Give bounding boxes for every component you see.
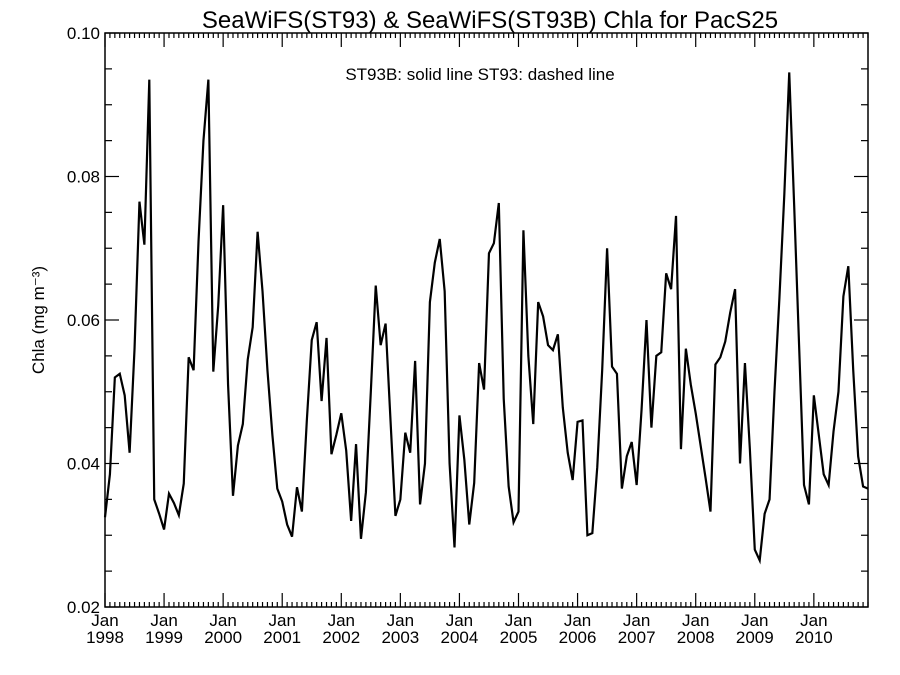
x-tick-label-year: 2004 (441, 628, 479, 647)
chart-title: SeaWiFS(ST93) & SeaWiFS(ST93B) Chla for … (202, 7, 778, 34)
x-tick-label-month: Jan (800, 611, 827, 630)
x-tick-label-month: Jan (150, 611, 177, 630)
x-tick-label-year: 1999 (145, 628, 183, 647)
axes: 0.020.040.060.080.10Jan1998Jan1999Jan200… (67, 24, 869, 647)
series-line-st93b (103, 72, 869, 565)
x-tick-label-month: Jan (564, 611, 591, 630)
x-tick-label-month: Jan (269, 611, 296, 630)
x-tick-label-year: 2006 (559, 628, 597, 647)
x-tick-label-year: 2009 (736, 628, 774, 647)
x-tick-label-year: 2010 (795, 628, 833, 647)
y-tick-label: 0.06 (67, 311, 100, 330)
x-tick-label-month: Jan (623, 611, 650, 630)
x-tick-label-year: 2005 (500, 628, 538, 647)
x-tick-label-month: Jan (446, 611, 473, 630)
line-style-annotation: ST93B: solid line ST93: dashed line (345, 65, 614, 84)
x-tick-label-year: 2000 (204, 628, 242, 647)
x-tick-label-year: 2007 (618, 628, 656, 647)
x-tick-label-month: Jan (741, 611, 768, 630)
x-tick-label-month: Jan (91, 611, 118, 630)
x-tick-label-month: Jan (209, 611, 236, 630)
y-tick-label: 0.08 (67, 168, 100, 187)
x-tick-label-year: 2003 (381, 628, 419, 647)
series-group (103, 72, 869, 565)
x-tick-label-month: Jan (387, 611, 414, 630)
x-tick-label-month: Jan (682, 611, 709, 630)
x-tick-label-month: Jan (328, 611, 355, 630)
x-tick-label-month: Jan (505, 611, 532, 630)
y-tick-label: 0.04 (67, 455, 100, 474)
y-axis-label: Chla (mg m⁻³) (29, 266, 48, 374)
x-tick-label-year: 1998 (86, 628, 124, 647)
y-tick-label: 0.02 (67, 598, 100, 617)
x-tick-label-year: 2001 (263, 628, 301, 647)
y-tick-label: 0.10 (67, 24, 100, 43)
x-tick-label-year: 2002 (322, 628, 360, 647)
x-tick-label-year: 2008 (677, 628, 715, 647)
